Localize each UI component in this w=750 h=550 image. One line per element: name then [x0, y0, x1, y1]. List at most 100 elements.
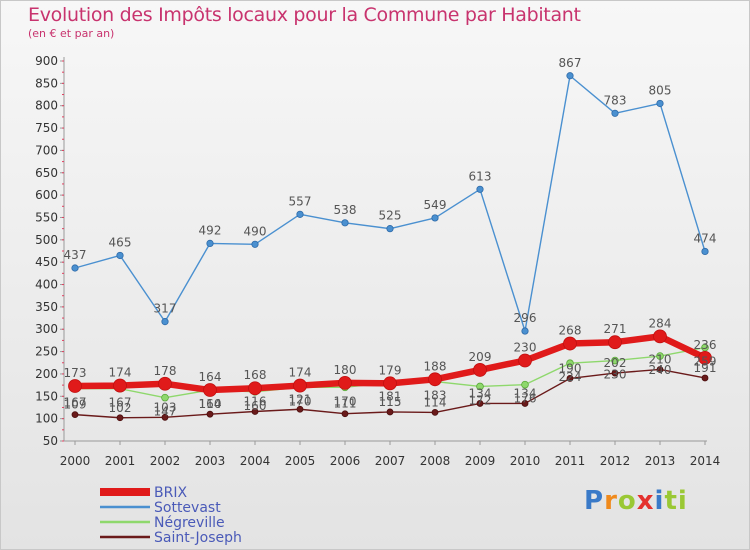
- data-point-sottevast: [251, 240, 259, 248]
- data-point-brix: [113, 378, 127, 393]
- data-label-saint-joseph: 115: [379, 395, 402, 409]
- data-label-saint-joseph: 134: [514, 386, 537, 400]
- data-label-saint-joseph: 121: [289, 392, 312, 406]
- data-label-saint-joseph: 134: [469, 386, 492, 400]
- data-point-n-greville: [476, 382, 484, 391]
- x-tick-label: 2009: [465, 454, 496, 468]
- y-tick-label: 400: [35, 278, 58, 292]
- data-label-sottevast: 549: [424, 198, 447, 212]
- data-label-saint-joseph: 190: [559, 361, 582, 375]
- legend-label-brix: BRIX: [154, 485, 187, 501]
- data-label-saint-joseph: 116: [244, 394, 267, 408]
- data-label-sottevast: 783: [604, 93, 627, 107]
- data-point-saint-joseph: [161, 413, 169, 421]
- data-point-saint-joseph: [116, 414, 124, 422]
- x-tick-label: 2006: [330, 454, 361, 468]
- x-tick-label: 2000: [60, 454, 91, 468]
- x-tick-label: 2002: [150, 454, 181, 468]
- data-point-brix: [158, 376, 172, 391]
- x-tick-label: 2003: [195, 454, 226, 468]
- data-label-saint-joseph: 191: [694, 361, 717, 375]
- data-label-brix: 173: [64, 366, 87, 380]
- legend-label-saint-joseph: Saint-Joseph: [154, 530, 242, 546]
- data-point-saint-joseph: [341, 410, 349, 418]
- legend-swatch-brix: [100, 488, 150, 496]
- data-label-n-greville: 170: [334, 394, 357, 408]
- data-point-sottevast: [206, 239, 214, 247]
- data-point-brix: [563, 336, 577, 351]
- y-tick-label: 800: [35, 99, 58, 113]
- data-point-saint-joseph: [611, 369, 619, 377]
- y-tick-label: 700: [35, 143, 58, 157]
- data-label-brix: 271: [604, 322, 627, 336]
- data-label-n-greville: 183: [424, 389, 447, 403]
- data-label-sottevast: 296: [514, 311, 537, 325]
- data-point-sottevast: [566, 72, 574, 80]
- data-label-n-greville: 224: [559, 370, 582, 384]
- data-point-saint-joseph: [521, 400, 529, 407]
- data-point-brix: [68, 379, 82, 393]
- data-label-sottevast: 474: [694, 231, 717, 245]
- legend-swatch-n-greville: [100, 520, 150, 524]
- x-tick-label: 2001: [105, 454, 136, 468]
- data-label-sottevast: 867: [559, 56, 582, 70]
- data-point-saint-joseph: [656, 366, 664, 373]
- data-point-sottevast: [611, 109, 619, 117]
- data-point-brix: [473, 363, 487, 377]
- y-tick-label: 600: [35, 188, 58, 202]
- data-label-n-greville: 164: [199, 397, 222, 411]
- y-tick-label: 200: [35, 367, 58, 381]
- data-point-brix: [293, 378, 307, 393]
- data-point-brix: [203, 383, 217, 397]
- data-point-brix: [428, 372, 442, 387]
- legend-swatch-sottevast: [100, 505, 150, 509]
- data-point-saint-joseph: [431, 408, 439, 416]
- data-point-sottevast: [296, 210, 304, 218]
- y-tick-label: 900: [35, 54, 58, 68]
- data-label-sottevast: 538: [334, 203, 357, 217]
- x-tick-label: 2013: [645, 454, 676, 468]
- data-label-n-greville: 259: [694, 355, 717, 369]
- y-tick-label: 550: [35, 210, 58, 224]
- y-tick-label: 300: [35, 322, 58, 336]
- data-label-n-greville: 147: [154, 405, 177, 419]
- data-label-n-greville: 176: [514, 392, 537, 406]
- proxiti-logo: Proxiti: [584, 486, 688, 516]
- data-point-sottevast: [71, 264, 79, 272]
- data-label-saint-joseph: 114: [424, 395, 447, 409]
- data-point-sottevast: [521, 327, 529, 335]
- y-tick-label: 650: [35, 166, 58, 180]
- data-label-sottevast: 613: [469, 169, 492, 183]
- data-label-brix: 168: [244, 368, 267, 382]
- y-tick-label: 750: [35, 121, 58, 135]
- data-point-n-greville: [566, 359, 574, 368]
- data-point-saint-joseph: [386, 408, 394, 416]
- data-label-brix: 284: [649, 316, 672, 330]
- data-label-brix: 188: [424, 359, 447, 373]
- data-label-n-greville: 181: [379, 389, 402, 403]
- x-tick-label: 2008: [420, 454, 451, 468]
- data-point-sottevast: [116, 251, 124, 260]
- data-point-saint-joseph: [701, 374, 709, 382]
- data-point-n-greville: [521, 380, 529, 389]
- data-label-brix: 174: [289, 366, 312, 380]
- data-label-sottevast: 557: [289, 194, 312, 208]
- series-line-sottevast: [74, 75, 706, 332]
- x-tick-label: 2005: [285, 454, 316, 468]
- data-point-sottevast: [386, 225, 394, 233]
- data-point-sottevast: [431, 214, 439, 222]
- data-point-brix: [698, 350, 712, 365]
- data-point-saint-joseph: [296, 405, 304, 413]
- data-label-n-greville: 230: [604, 368, 627, 382]
- x-tick-label: 2007: [375, 454, 406, 468]
- data-label-sottevast: 525: [379, 209, 402, 223]
- data-label-sottevast: 465: [109, 235, 132, 249]
- data-point-sottevast: [161, 318, 169, 326]
- y-tick-label: 350: [35, 300, 58, 314]
- data-label-saint-joseph: 102: [109, 401, 132, 415]
- data-point-n-greville: [656, 352, 664, 360]
- y-tick-label: 50: [43, 434, 58, 448]
- y-tick-label: 150: [35, 389, 58, 403]
- data-point-brix: [248, 381, 262, 396]
